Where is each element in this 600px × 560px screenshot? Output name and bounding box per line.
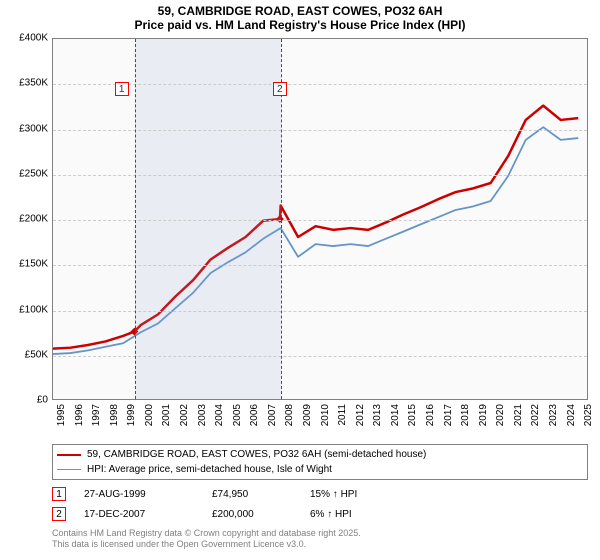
x-tick-label: 1998 [109,404,120,426]
x-tick-label: 2022 [530,404,541,426]
transaction-price: £74,950 [212,489,292,500]
gridline [53,356,587,357]
attribution: Contains HM Land Registry data © Crown c… [52,528,588,551]
x-tick-label: 2023 [548,404,559,426]
transaction-marker-box: 1 [52,487,66,501]
series-hpi [53,127,578,354]
transaction-row: 1 27-AUG-1999 £74,950 15% ↑ HPI [52,484,588,504]
legend-row: HPI: Average price, semi-detached house,… [57,462,583,477]
x-tick-label: 2009 [302,404,313,426]
x-tick-label: 2007 [267,404,278,426]
legend-swatch [57,469,81,470]
x-tick-label: 2000 [144,404,155,426]
plot-wrap: 12 [52,38,588,400]
x-tick-label: 2003 [197,404,208,426]
transaction-delta: 15% ↑ HPI [310,489,357,500]
transaction-marker-box: 2 [52,507,66,521]
chart-title-line1: 59, CAMBRIDGE ROAD, EAST COWES, PO32 6AH [0,4,600,18]
x-tick-label: 2002 [179,404,190,426]
x-axis: 1995 1996 1997 1998 1999 2000 2001 2002 2003 2004… [52,400,588,442]
x-tick-label: 2020 [495,404,506,426]
x-tick-label: 2001 [161,404,172,426]
legend-row: 59, CAMBRIDGE ROAD, EAST COWES, PO32 6AH… [57,447,583,462]
transaction-delta: 6% ↑ HPI [310,509,352,520]
gridline [53,84,587,85]
y-tick-label: £100K [19,304,48,315]
x-tick-label: 2004 [214,404,225,426]
x-tick-label: 2021 [513,404,524,426]
legend-label: HPI: Average price, semi-detached house,… [87,464,332,475]
x-tick-label: 2012 [355,404,366,426]
x-tick-label: 2011 [337,404,348,426]
x-tick-label: 2006 [249,404,260,426]
x-tick-label: 2017 [443,404,454,426]
y-tick-label: £250K [19,168,48,179]
y-tick-label: £200K [19,214,48,225]
legend-swatch [57,454,81,456]
gridline [53,175,587,176]
x-tick-label: 2018 [460,404,471,426]
x-tick-label: 1999 [126,404,137,426]
plot-svg [53,39,587,399]
x-tick-label: 2025 [583,404,594,426]
x-tick-label: 2005 [232,404,243,426]
attribution-line1: Contains HM Land Registry data © Crown c… [52,528,588,539]
series-price_paid [53,106,578,349]
x-tick-label: 2013 [372,404,383,426]
hpi-chart-container: 59, CAMBRIDGE ROAD, EAST COWES, PO32 6AH… [0,0,600,560]
transactions-table: 1 27-AUG-1999 £74,950 15% ↑ HPI 2 17-DEC-2007… [52,484,588,524]
x-tick-label: 2015 [407,404,418,426]
x-tick-label: 2019 [478,404,489,426]
attribution-line2: This data is licensed under the Open Gov… [52,539,588,550]
x-tick-label: 1995 [56,404,67,426]
transaction-date: 27-AUG-1999 [84,489,194,500]
y-axis: £0£50K£100K£150K£200K£250K£300K£350K£400… [0,38,52,400]
y-tick-label: £50K [25,349,48,360]
marker-box-1: 1 [115,82,129,96]
x-tick-label: 1997 [91,404,102,426]
gridline [53,130,587,131]
marker-vline-1 [135,39,136,399]
x-tick-label: 2024 [566,404,577,426]
plot-area: 12 [52,38,588,400]
y-tick-label: £350K [19,78,48,89]
x-tick-label: 2008 [284,404,295,426]
transaction-row: 2 17-DEC-2007 £200,000 6% ↑ HPI [52,504,588,524]
legend: 59, CAMBRIDGE ROAD, EAST COWES, PO32 6AH… [52,444,588,480]
x-tick-label: 1996 [74,404,85,426]
gridline [53,220,587,221]
y-tick-label: £150K [19,259,48,270]
chart-title-block: 59, CAMBRIDGE ROAD, EAST COWES, PO32 6AH… [0,0,600,32]
marker-box-2: 2 [273,82,287,96]
gridline [53,265,587,266]
y-tick-label: £300K [19,123,48,134]
legend-label: 59, CAMBRIDGE ROAD, EAST COWES, PO32 6AH… [87,449,426,460]
y-tick-label: £400K [19,33,48,44]
x-tick-label: 2016 [425,404,436,426]
y-tick-label: £0 [37,395,48,406]
x-tick-label: 2014 [390,404,401,426]
shaded-band [135,39,281,399]
x-tick-label: 2010 [320,404,331,426]
gridline [53,311,587,312]
transaction-date: 17-DEC-2007 [84,509,194,520]
transaction-price: £200,000 [212,509,292,520]
chart-title-line2: Price paid vs. HM Land Registry's House … [0,18,600,32]
